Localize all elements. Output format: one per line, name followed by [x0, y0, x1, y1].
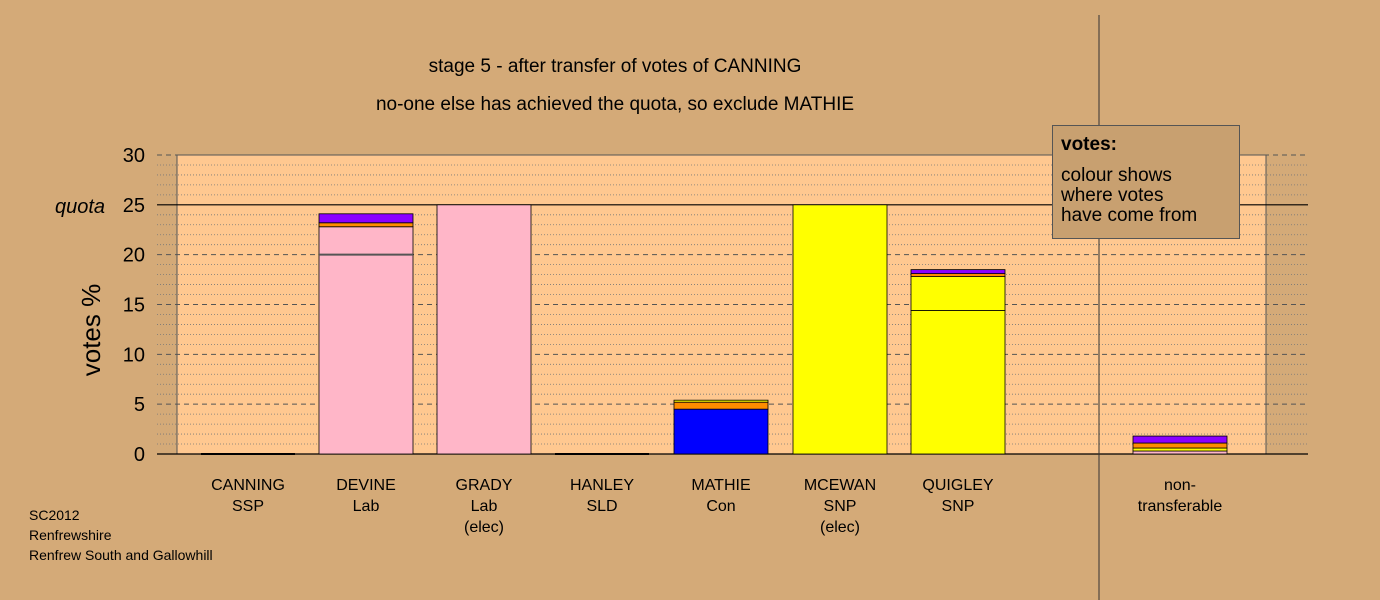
x-tick-label: QUIGLEY — [922, 477, 993, 494]
x-tick-label: (elec) — [464, 519, 504, 536]
y-tick-label: 0 — [134, 444, 145, 466]
x-tick-label: SNP — [824, 498, 857, 515]
y-axis-label: votes % — [76, 284, 106, 377]
bar-segment — [910, 273, 1006, 277]
x-tick-label: Con — [706, 498, 735, 515]
bar-segment — [673, 399, 769, 403]
x-tick-label: MCEWAN — [804, 477, 876, 494]
x-tick-label: Lab — [471, 498, 498, 515]
x-tick-label: non- — [1164, 477, 1196, 494]
x-tick-label: Lab — [353, 498, 380, 515]
x-tick-label: SLD — [586, 498, 617, 515]
bar-segment — [1132, 450, 1228, 455]
y-tick-label: 25 — [123, 195, 145, 217]
bar-segment — [1132, 442, 1228, 449]
y-tick-label: 15 — [123, 295, 145, 317]
legend-box: votes: colour shows where votes have com… — [1052, 125, 1240, 239]
y-tick-label: 30 — [123, 145, 145, 167]
bar-segment — [673, 408, 769, 455]
x-tick-label: DEVINE — [336, 477, 396, 494]
bar-segment — [436, 204, 532, 455]
bar-segment — [318, 254, 414, 455]
x-tick-label: GRADY — [456, 477, 513, 494]
legend-line: have come from — [1061, 205, 1198, 226]
y-tick-label: 5 — [134, 394, 145, 416]
x-tick-label: (elec) — [820, 519, 860, 536]
bar-segment — [1132, 447, 1228, 452]
chart-subtitle: no-one else has achieved the quota, so e… — [376, 94, 854, 115]
bar-segment — [318, 226, 414, 256]
x-tick-label: CANNING — [211, 477, 285, 494]
legend-title: votes: — [1061, 134, 1117, 155]
bar-segment — [318, 222, 414, 228]
bar-segment — [318, 213, 414, 224]
y-tick-label: 20 — [123, 245, 145, 267]
x-tick-label: HANLEY — [570, 477, 634, 494]
quota-label: quota — [55, 196, 105, 218]
bar-segment — [910, 310, 1006, 455]
x-tick-label: MATHIE — [691, 477, 750, 494]
footer: SC2012 Renfrewshire Renfrew South and Ga… — [29, 505, 213, 565]
bar-segment — [910, 269, 1006, 275]
chart-title: stage 5 - after transfer of votes of CAN… — [429, 56, 802, 77]
bar-segment — [792, 204, 888, 455]
footer-election: SC2012 — [29, 507, 80, 523]
y-tick-label: 10 — [123, 344, 145, 366]
legend-line: where votes — [1061, 185, 1164, 206]
x-tick-label: transferable — [1138, 498, 1223, 515]
footer-ward: Renfrew South and Gallowhill — [29, 547, 213, 563]
legend-line: colour shows — [1061, 165, 1172, 186]
bar-segment — [910, 276, 1006, 311]
bar-segment — [1132, 435, 1228, 444]
x-tick-label: SSP — [232, 498, 264, 515]
x-tick-label: SNP — [942, 498, 975, 515]
footer-council: Renfrewshire — [29, 527, 112, 543]
bar-segment — [673, 401, 769, 410]
